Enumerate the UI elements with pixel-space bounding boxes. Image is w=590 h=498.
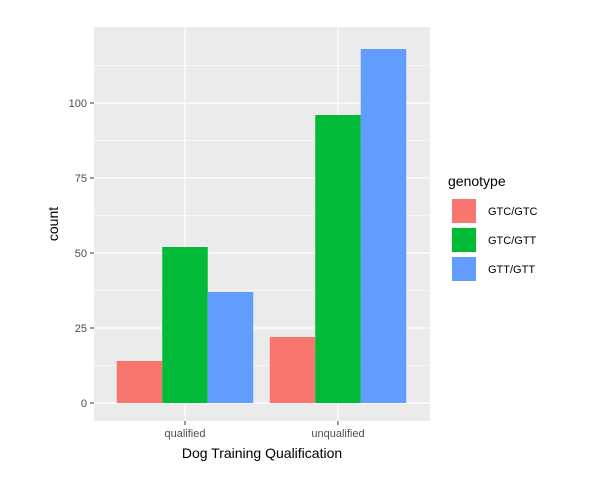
y-tick-label: 75 (75, 173, 87, 185)
legend-key-GTT-GTT (452, 257, 476, 281)
bar-qualified-GTT-GTT (207, 292, 254, 403)
x-axis: qualified unqualified (165, 421, 365, 440)
legend: genotype GTC/GTC GTC/GTT GTT/GTT (448, 173, 538, 281)
legend-label: GTC/GTC (488, 206, 538, 218)
y-axis-title: count (45, 207, 61, 241)
y-tick-label: 100 (69, 98, 87, 110)
legend-key-GTC-GTC (452, 199, 476, 223)
y-tick-label: 50 (75, 248, 87, 260)
y-tick-label: 0 (81, 398, 87, 410)
legend-items: GTC/GTC GTC/GTT GTT/GTT (452, 199, 538, 281)
x-tick-label: qualified (165, 428, 206, 440)
legend-key-GTC-GTT (452, 228, 476, 252)
bar-unqualified-GTC-GTT (315, 115, 361, 403)
bar-qualified-GTC-GTT (162, 247, 208, 403)
y-axis: 0 25 50 75 100 (69, 98, 94, 410)
legend-title: genotype (448, 173, 506, 189)
bar-unqualified-GTC-GTC (269, 337, 316, 403)
bar-unqualified-GTT-GTT (360, 49, 407, 403)
x-axis-title: Dog Training Qualification (182, 445, 342, 461)
y-tick-label: 25 (75, 323, 87, 335)
legend-label: GTC/GTT (488, 235, 537, 247)
x-tick-label: unqualified (311, 428, 364, 440)
bar-qualified-GTC-GTC (116, 361, 163, 403)
legend-label: GTT/GTT (488, 264, 535, 276)
bar-layer (116, 49, 407, 403)
